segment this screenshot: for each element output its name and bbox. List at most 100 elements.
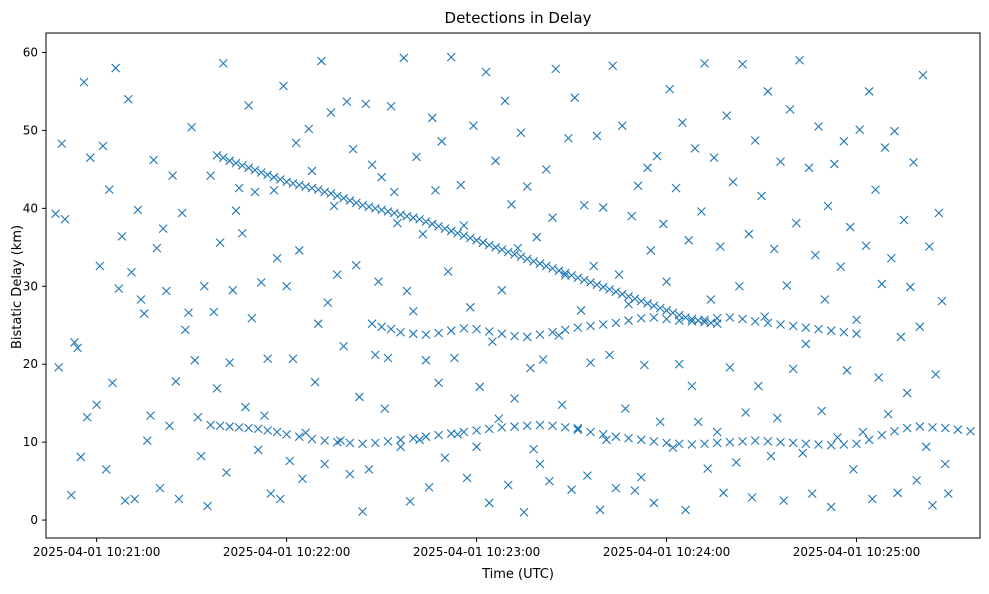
data-point <box>636 472 646 482</box>
data-point <box>450 353 459 363</box>
data-point <box>624 292 633 301</box>
data-point <box>554 330 564 340</box>
data-point <box>161 286 171 296</box>
data-point <box>472 324 481 334</box>
data-point <box>877 430 887 440</box>
data-point <box>396 442 405 452</box>
data-point <box>234 183 244 193</box>
data-point <box>481 67 491 77</box>
data-point <box>953 425 963 435</box>
data-point <box>864 87 874 96</box>
data-point <box>434 221 443 231</box>
y-tick-label: 10 <box>23 435 38 449</box>
data-point <box>393 218 402 228</box>
data-point <box>310 377 320 387</box>
data-point <box>456 180 466 190</box>
data-point <box>928 500 937 510</box>
data-point <box>234 422 244 432</box>
data-point <box>877 279 887 289</box>
data-point <box>734 281 744 291</box>
data-point <box>51 209 60 219</box>
data-point <box>440 224 450 233</box>
data-point <box>263 426 273 435</box>
data-point <box>431 186 440 195</box>
x-tick-label: 2025-04-01 10:24:00 <box>603 545 730 559</box>
data-point <box>548 421 557 431</box>
data-point <box>833 433 842 442</box>
data-point <box>839 136 849 146</box>
data-point <box>440 453 450 463</box>
data-point <box>814 122 823 131</box>
data-point <box>598 203 608 212</box>
data-point <box>253 445 263 455</box>
data-point <box>377 322 386 332</box>
data-point <box>589 261 599 271</box>
data-point <box>864 435 874 445</box>
data-point <box>829 159 839 169</box>
data-point <box>548 213 557 223</box>
data-point <box>643 163 652 173</box>
data-point <box>690 143 700 153</box>
x-tick-label: 2025-04-01 10:25:00 <box>793 545 920 559</box>
data-point <box>60 214 70 224</box>
data-point <box>370 438 380 448</box>
data-point <box>712 438 722 448</box>
data-point <box>598 320 608 329</box>
data-point <box>750 316 760 326</box>
data-point <box>627 211 637 221</box>
data-point <box>415 435 424 445</box>
data-point <box>608 61 618 71</box>
data-point <box>76 452 86 462</box>
x-tick-label: 2025-04-01 10:23:00 <box>413 545 540 559</box>
data-point <box>852 439 861 449</box>
data-point <box>218 59 228 68</box>
data-point <box>412 152 421 162</box>
data-point <box>779 496 789 505</box>
data-point <box>592 131 602 141</box>
data-point <box>256 277 266 287</box>
data-point <box>966 426 975 436</box>
data-point <box>250 187 260 197</box>
data-point <box>652 151 662 161</box>
data-point <box>586 427 595 437</box>
data-point <box>304 124 314 134</box>
data-point <box>339 341 349 351</box>
data-point <box>459 323 469 333</box>
data-point <box>104 185 114 195</box>
data-point <box>266 489 276 498</box>
data-point <box>364 465 374 474</box>
data-point <box>804 163 814 173</box>
data-point <box>446 226 456 236</box>
data-point <box>193 412 203 422</box>
data-point <box>826 502 836 512</box>
data-point <box>418 229 428 239</box>
data-point <box>662 306 671 315</box>
data-point <box>624 433 633 443</box>
data-point <box>367 319 377 329</box>
data-point <box>700 439 709 449</box>
data-point <box>823 201 833 211</box>
data-point <box>256 168 266 177</box>
data-point <box>624 316 633 325</box>
data-point <box>275 494 285 504</box>
data-point <box>867 494 877 504</box>
data-point <box>902 388 912 398</box>
data-point <box>228 285 238 295</box>
data-point <box>614 270 624 279</box>
data-point <box>909 157 918 167</box>
data-point <box>649 436 659 446</box>
data-point <box>272 427 282 437</box>
data-point <box>336 436 345 445</box>
data-point <box>443 267 453 276</box>
data-point <box>465 302 475 312</box>
data-point <box>488 337 497 346</box>
data-point <box>649 301 659 311</box>
data-point <box>725 437 735 447</box>
data-point <box>583 471 592 481</box>
data-point <box>294 432 304 442</box>
data-point <box>772 413 782 423</box>
data-point <box>405 496 415 506</box>
data-point <box>244 423 254 433</box>
data-point <box>573 425 583 435</box>
data-point <box>57 139 67 149</box>
